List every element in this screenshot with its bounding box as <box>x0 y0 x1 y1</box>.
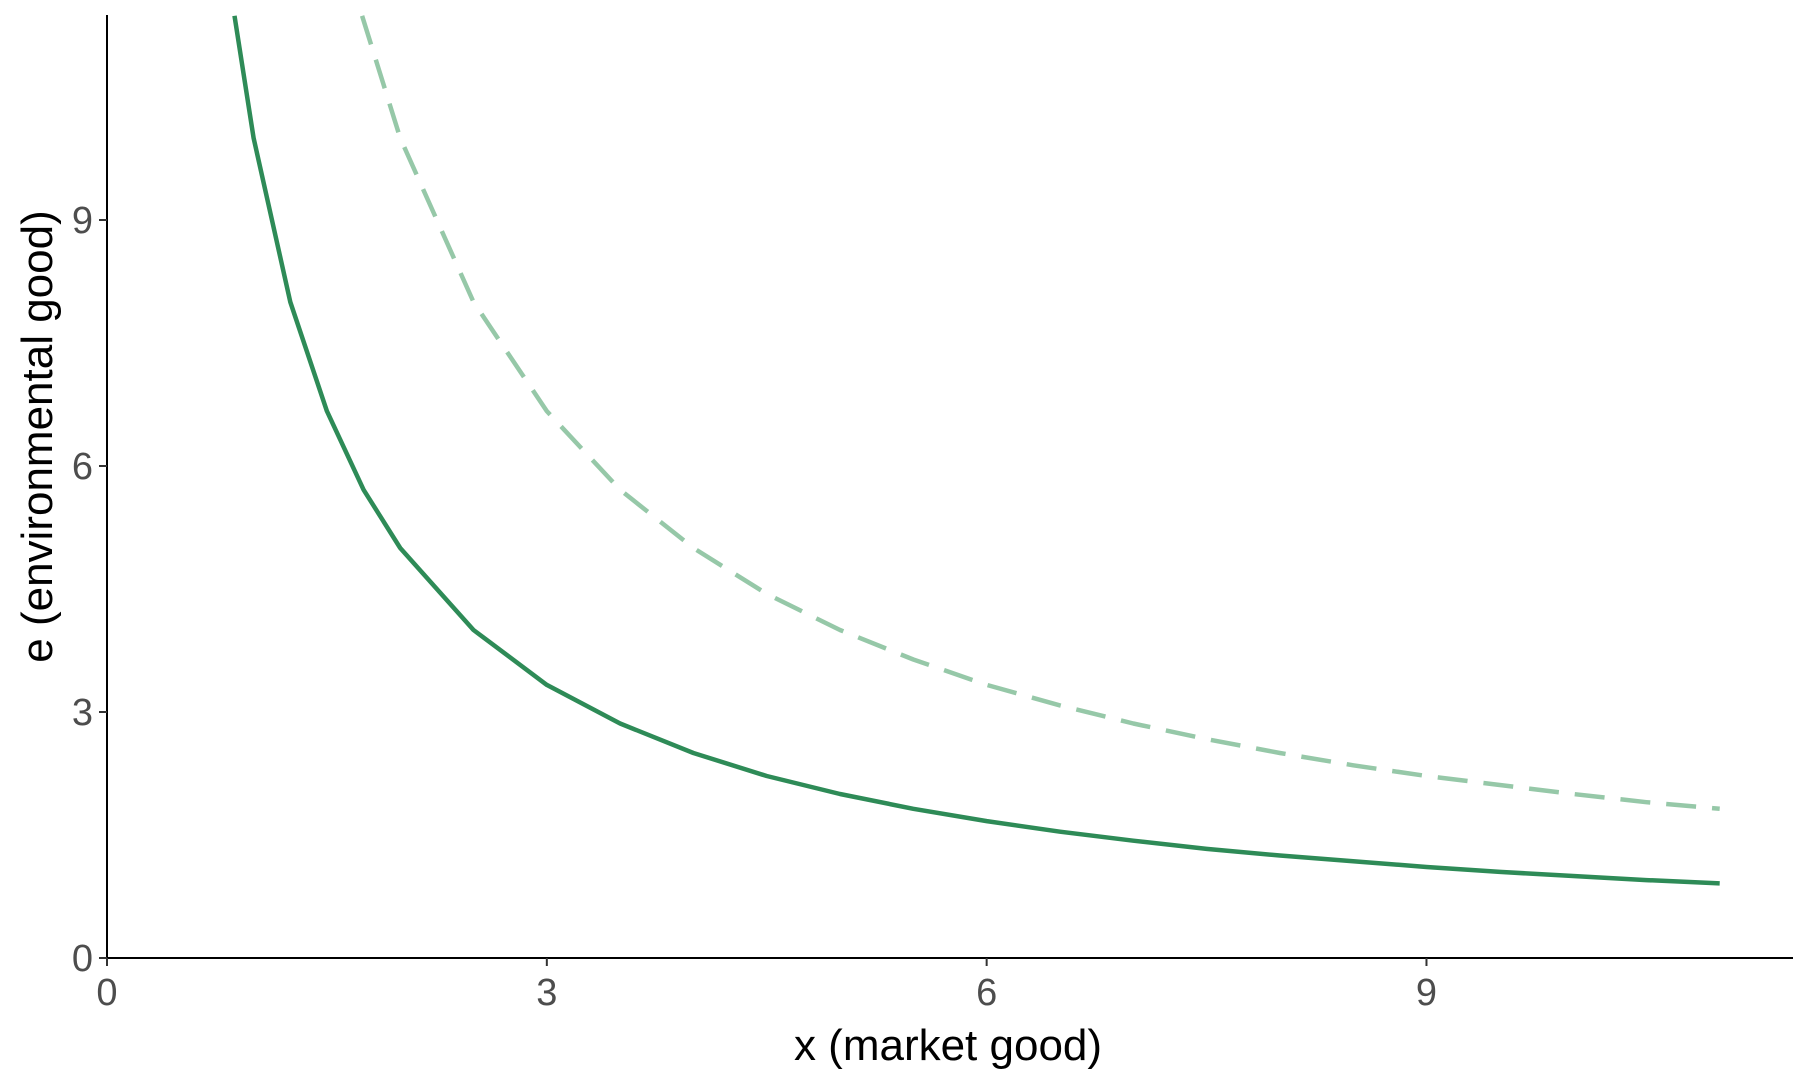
y-tick-label: 6 <box>72 446 93 488</box>
series-layer <box>232 15 1720 886</box>
x-tick-label: 3 <box>536 972 557 1014</box>
axes-layer <box>106 15 1793 959</box>
x-tick-label: 9 <box>1416 972 1437 1014</box>
x-axis-title: x (market good) <box>794 1021 1102 1070</box>
x-tick-label: 0 <box>96 972 117 1014</box>
y-tick-label: 0 <box>72 938 93 980</box>
y-tick-label: 9 <box>72 200 93 242</box>
y-axis-title: e (environmental good) <box>13 210 62 662</box>
x-tick-label: 6 <box>976 972 997 1014</box>
y-tick-label: 3 <box>72 692 93 734</box>
series-line-solid <box>232 15 1720 886</box>
series-line-dashed <box>359 15 1720 812</box>
ticks-layer: 0 3 6 9 0 3 6 9 <box>72 200 1437 1014</box>
